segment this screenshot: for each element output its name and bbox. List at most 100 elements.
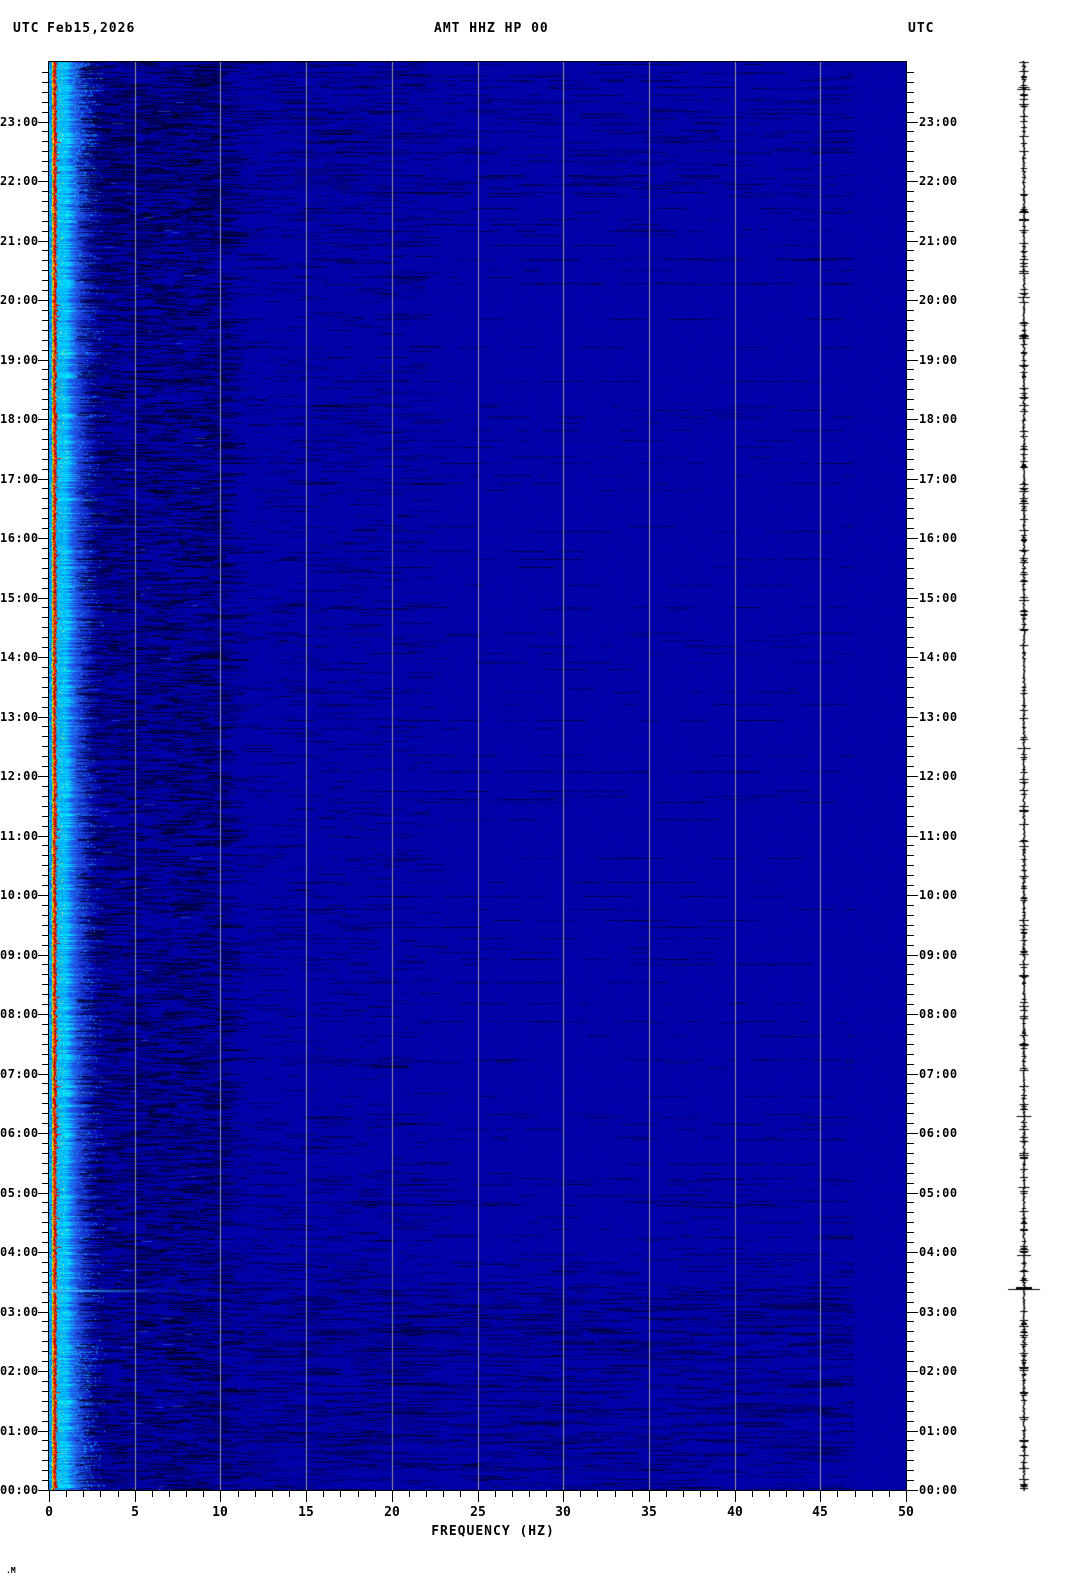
freq-tick-minor bbox=[529, 1491, 530, 1497]
time-tick-minor bbox=[42, 201, 49, 202]
time-tick-hour bbox=[38, 1312, 49, 1313]
time-tick-minor bbox=[907, 1113, 914, 1114]
time-tick-minor bbox=[42, 191, 49, 192]
freq-tick-minor bbox=[255, 1491, 256, 1497]
freq-tick-minor bbox=[186, 1491, 187, 1497]
time-tick-minor bbox=[907, 92, 914, 93]
time-tick-minor bbox=[907, 171, 914, 172]
time-tick-minor bbox=[907, 290, 914, 291]
time-tick-minor bbox=[907, 826, 914, 827]
time-tick-hour bbox=[907, 181, 918, 182]
time-tick-minor bbox=[907, 250, 914, 251]
time-tick-minor bbox=[907, 518, 914, 519]
time-tick-minor bbox=[907, 607, 914, 608]
time-tick-hour bbox=[38, 1371, 49, 1372]
time-tick-hour bbox=[38, 538, 49, 539]
freq-tick-label: 30 bbox=[555, 1505, 571, 1520]
time-tick-minor bbox=[42, 1004, 49, 1005]
time-tick-minor bbox=[907, 845, 914, 846]
freq-tick-minor bbox=[512, 1491, 513, 1497]
time-label: 14:00 bbox=[0, 650, 39, 664]
time-tick-minor bbox=[42, 766, 49, 767]
time-tick-minor bbox=[42, 1391, 49, 1392]
time-tick-hour bbox=[38, 419, 49, 420]
freq-tick-minor bbox=[752, 1491, 753, 1497]
date-label: Feb15,2026 bbox=[47, 21, 136, 36]
time-label: 22:00 bbox=[0, 174, 39, 188]
time-tick-hour bbox=[907, 419, 918, 420]
time-tick-minor bbox=[42, 131, 49, 132]
time-tick-minor bbox=[907, 131, 914, 132]
time-tick-minor bbox=[907, 231, 914, 232]
time-tick-minor bbox=[907, 1282, 914, 1283]
time-tick-minor bbox=[907, 1044, 914, 1045]
time-tick-minor bbox=[907, 201, 914, 202]
time-tick-minor bbox=[42, 707, 49, 708]
time-tick-minor bbox=[42, 260, 49, 261]
time-tick-minor bbox=[907, 310, 914, 311]
time-tick-minor bbox=[907, 865, 914, 866]
time-tick-minor bbox=[42, 1153, 49, 1154]
time-tick-minor bbox=[42, 1440, 49, 1441]
freq-tick-minor bbox=[769, 1491, 770, 1497]
time-tick-minor bbox=[42, 667, 49, 668]
time-label: 18:00 bbox=[919, 412, 958, 426]
time-tick-minor bbox=[907, 1470, 914, 1471]
freq-tick-minor bbox=[83, 1491, 84, 1497]
time-tick-hour bbox=[907, 1431, 918, 1432]
time-tick-minor bbox=[42, 885, 49, 886]
time-tick-hour bbox=[38, 776, 49, 777]
freq-tick-minor bbox=[786, 1491, 787, 1497]
time-label: 19:00 bbox=[919, 353, 958, 367]
time-tick-minor bbox=[907, 488, 914, 489]
time-tick-minor bbox=[42, 350, 49, 351]
time-tick-minor bbox=[42, 806, 49, 807]
freq-tick-minor bbox=[683, 1491, 684, 1497]
time-tick-minor bbox=[42, 786, 49, 787]
time-tick-hour bbox=[38, 657, 49, 658]
time-tick-minor bbox=[42, 340, 49, 341]
time-tick-minor bbox=[42, 320, 49, 321]
time-tick-minor bbox=[907, 1450, 914, 1451]
time-label: 03:00 bbox=[919, 1305, 958, 1319]
time-tick-hour bbox=[38, 1014, 49, 1015]
time-tick-minor bbox=[42, 994, 49, 995]
time-tick-minor bbox=[907, 667, 914, 668]
time-tick-minor bbox=[42, 1024, 49, 1025]
time-tick-minor bbox=[42, 1331, 49, 1332]
time-tick-minor bbox=[907, 1064, 914, 1065]
time-tick-minor bbox=[42, 508, 49, 509]
time-tick-minor bbox=[42, 746, 49, 747]
time-label: 13:00 bbox=[919, 710, 958, 724]
freq-tick-major bbox=[649, 1491, 650, 1502]
time-tick-hour bbox=[38, 241, 49, 242]
freq-tick-minor bbox=[443, 1491, 444, 1497]
freq-tick-minor bbox=[889, 1491, 890, 1497]
time-tick-minor bbox=[907, 1212, 914, 1213]
freq-tick-minor bbox=[872, 1491, 873, 1497]
freq-tick-minor bbox=[632, 1491, 633, 1497]
freq-tick-major bbox=[135, 1491, 136, 1502]
time-tick-minor bbox=[907, 647, 914, 648]
spectrogram-canvas[interactable] bbox=[49, 62, 906, 1490]
time-tick-hour bbox=[38, 955, 49, 956]
time-tick-hour bbox=[38, 1074, 49, 1075]
time-tick-minor bbox=[907, 697, 914, 698]
freq-tick-major bbox=[820, 1491, 821, 1502]
time-tick-minor bbox=[907, 102, 914, 103]
time-tick-minor bbox=[907, 1351, 914, 1352]
time-label: 15:00 bbox=[919, 591, 958, 605]
time-tick-minor bbox=[42, 280, 49, 281]
time-tick-hour bbox=[907, 1014, 918, 1015]
freq-tick-major bbox=[906, 1491, 907, 1502]
time-label: 05:00 bbox=[919, 1186, 958, 1200]
time-tick-minor bbox=[42, 231, 49, 232]
time-tick-minor bbox=[907, 588, 914, 589]
time-tick-minor bbox=[907, 330, 914, 331]
time-tick-minor bbox=[907, 260, 914, 261]
utc-label-right: UTC bbox=[908, 21, 935, 36]
freq-tick-major bbox=[49, 1491, 50, 1502]
time-tick-minor bbox=[907, 766, 914, 767]
time-label: 11:00 bbox=[0, 829, 39, 843]
time-tick-minor bbox=[42, 330, 49, 331]
